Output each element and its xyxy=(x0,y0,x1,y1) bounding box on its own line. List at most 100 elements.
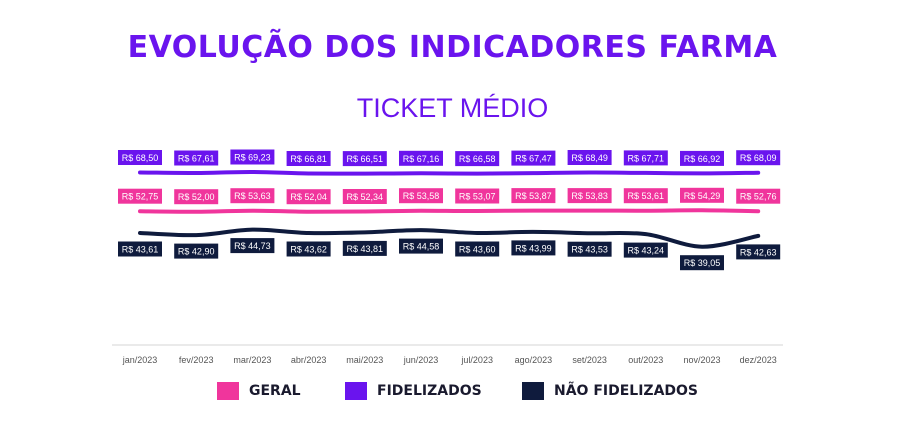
data-label-fidelizados: R$ 67,61 xyxy=(174,150,219,166)
legend-nao-fidelizados-swatch xyxy=(522,382,544,400)
data-label-nao-fidelizados: R$ 43,53 xyxy=(567,241,612,257)
data-label-nao-fidelizados: R$ 42,63 xyxy=(736,244,781,260)
data-label-text: R$ 42,63 xyxy=(740,247,777,257)
legend-fidelizados: FIDELIZADOS xyxy=(345,381,482,401)
data-label-box xyxy=(680,187,724,203)
data-label-geral: R$ 53,58 xyxy=(399,188,443,204)
data-label-text: R$ 67,47 xyxy=(515,154,552,164)
data-label-box xyxy=(736,150,781,166)
data-label-fidelizados: R$ 67,71 xyxy=(623,150,668,166)
data-label-text: R$ 53,07 xyxy=(459,192,496,202)
data-label-box xyxy=(174,243,219,259)
data-label-text: R$ 52,34 xyxy=(347,192,384,202)
data-label-text: R$ 67,61 xyxy=(178,154,215,164)
data-label-text: R$ 43,81 xyxy=(347,244,384,254)
data-label-text: R$ 42,90 xyxy=(178,247,215,257)
data-label-fidelizados: R$ 67,16 xyxy=(399,150,443,166)
data-label-text: R$ 66,51 xyxy=(347,154,384,164)
x-tick-label: dez/2023 xyxy=(740,355,777,365)
data-label-text: R$ 54,29 xyxy=(684,191,721,201)
data-label-nao-fidelizados: R$ 43,61 xyxy=(118,241,162,257)
x-tick-label: nov/2023 xyxy=(683,355,720,365)
data-label-fidelizados: R$ 68,50 xyxy=(118,150,162,165)
data-label-box xyxy=(118,241,162,257)
data-label-box xyxy=(286,189,331,205)
data-label-box xyxy=(567,150,612,165)
data-label-nao-fidelizados: R$ 42,90 xyxy=(174,243,219,259)
data-label-box xyxy=(342,151,387,167)
data-label-box xyxy=(567,188,612,204)
data-label-fidelizados: R$ 67,47 xyxy=(511,150,556,166)
data-label-text: R$ 53,61 xyxy=(628,191,665,201)
x-tick-label: mai/2023 xyxy=(346,355,383,365)
data-label-box xyxy=(342,189,387,204)
data-label-text: R$ 66,58 xyxy=(459,154,496,164)
chart-title: EVOLUÇÃO DOS INDICADORES FARMA xyxy=(127,30,778,65)
data-label-text: R$ 53,83 xyxy=(571,191,608,201)
data-label-text: R$ 52,04 xyxy=(290,192,327,202)
data-label-nao-fidelizados: R$ 39,05 xyxy=(680,255,724,271)
data-label-box xyxy=(118,188,162,204)
x-tick-label: mar/2023 xyxy=(233,355,271,365)
data-label-box xyxy=(455,151,500,167)
data-label-box xyxy=(511,150,556,166)
data-label-text: R$ 44,58 xyxy=(403,242,440,252)
data-label-text: R$ 68,49 xyxy=(571,153,608,163)
data-label-text: R$ 67,16 xyxy=(403,154,440,164)
data-label-geral: R$ 52,34 xyxy=(342,189,387,204)
data-label-box xyxy=(623,242,668,258)
data-label-nao-fidelizados: R$ 43,99 xyxy=(511,240,556,256)
data-label-text: R$ 66,92 xyxy=(684,154,721,164)
data-label-fidelizados: R$ 69,23 xyxy=(230,149,275,165)
data-label-text: R$ 43,61 xyxy=(122,245,159,255)
data-label-text: R$ 66,81 xyxy=(290,154,327,164)
x-tick-label: out/2023 xyxy=(628,355,663,365)
data-label-nao-fidelizados: R$ 43,81 xyxy=(342,240,387,256)
data-label-text: R$ 43,62 xyxy=(290,245,327,255)
data-label-box xyxy=(118,150,162,165)
data-label-geral: R$ 52,76 xyxy=(736,188,781,204)
data-label-nao-fidelizados: R$ 44,58 xyxy=(399,238,443,254)
data-label-geral: R$ 53,63 xyxy=(230,188,275,204)
x-tick-label: abr/2023 xyxy=(291,355,327,365)
data-label-text: R$ 69,23 xyxy=(234,153,271,163)
data-label-fidelizados: R$ 68,49 xyxy=(567,150,612,165)
data-label-text: R$ 43,24 xyxy=(628,246,665,256)
data-label-box xyxy=(230,238,275,254)
data-label-nao-fidelizados: R$ 44,73 xyxy=(230,238,275,254)
data-label-box xyxy=(286,241,331,257)
legend-fidelizados-label: FIDELIZADOS xyxy=(377,383,482,399)
data-label-nao-fidelizados: R$ 43,62 xyxy=(286,241,331,257)
data-label-geral: R$ 53,83 xyxy=(567,188,612,204)
data-label-fidelizados: R$ 66,58 xyxy=(455,151,500,167)
data-label-text: R$ 53,63 xyxy=(234,191,271,201)
data-label-geral: R$ 52,04 xyxy=(286,189,331,205)
data-label-box xyxy=(623,188,668,204)
data-label-box xyxy=(567,241,612,257)
series-line-geral xyxy=(138,208,761,214)
data-label-geral: R$ 53,87 xyxy=(511,188,556,204)
legend-geral-label: GERAL xyxy=(249,383,301,399)
data-label-text: R$ 53,87 xyxy=(515,191,552,201)
data-label-box xyxy=(342,240,387,256)
data-label-box xyxy=(174,150,219,166)
legend-nao-fidelizados: NÃO FIDELIZADOS xyxy=(522,381,698,401)
data-label-nao-fidelizados: R$ 43,24 xyxy=(623,242,668,258)
data-label-text: R$ 52,00 xyxy=(178,192,215,202)
series-line-fidelizados xyxy=(138,169,761,176)
data-label-box xyxy=(623,150,668,166)
data-label-text: R$ 52,75 xyxy=(122,192,159,202)
data-label-text: R$ 67,71 xyxy=(628,153,665,163)
legend-geral: GERAL xyxy=(217,381,301,401)
data-label-box xyxy=(286,151,331,166)
data-label-fidelizados: R$ 66,81 xyxy=(286,151,331,166)
data-label-box xyxy=(399,188,443,204)
legend-geral-swatch xyxy=(217,382,239,400)
legend-fidelizados-swatch xyxy=(345,382,367,400)
data-label-text: R$ 52,76 xyxy=(740,192,777,202)
data-label-box xyxy=(511,240,556,256)
data-label-geral: R$ 52,75 xyxy=(118,188,162,204)
data-label-fidelizados: R$ 68,09 xyxy=(736,150,781,166)
data-label-box xyxy=(230,149,275,165)
x-tick-label: jun/2023 xyxy=(403,355,439,365)
